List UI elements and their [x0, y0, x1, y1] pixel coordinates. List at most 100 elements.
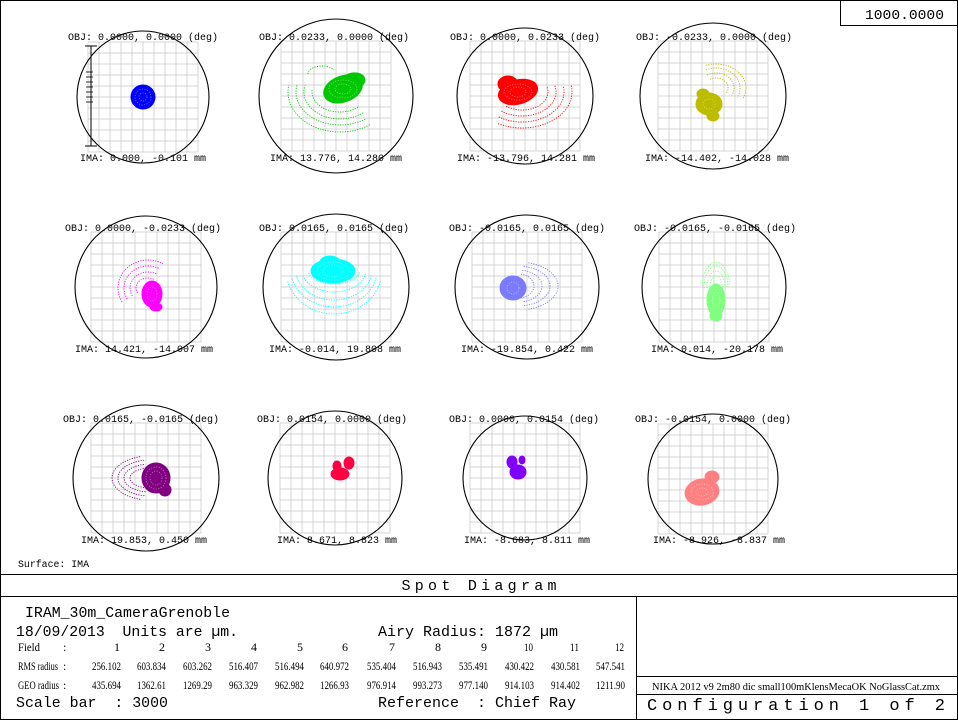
date-units: 18/09/2013 Units are µm. — [16, 624, 238, 641]
spot-core-field-7 — [499, 275, 527, 301]
spot-ray-arc-field-6 — [302, 273, 366, 293]
table-row-label: RMS radius — [18, 659, 58, 673]
spot-panel-field-8: OBJ: -0.0165, -0.0165 (deg) IMA: 0.014, -… — [634, 214, 796, 360]
spot-core-field-6 — [319, 255, 341, 269]
surface-label: Surface: IMA — [18, 559, 89, 571]
obj-field-label: OBJ: -0.0154, 0.0000 (deg) — [635, 414, 791, 426]
table-cell: 976.914 — [367, 678, 396, 692]
obj-field-label: OBJ: -0.0165, -0.0165 (deg) — [634, 223, 796, 235]
table-cell: 547.541 — [596, 659, 625, 673]
obj-field-label: OBJ: 0.0000, -0.0233 (deg) — [65, 223, 221, 235]
spot-ray-arc-field-5 — [135, 277, 155, 294]
table-row-separator: : — [63, 640, 66, 654]
table-cell: 1 — [114, 640, 120, 654]
spot-grid — [469, 422, 581, 534]
airy-radius: Airy Radius: 1872 µm — [378, 624, 558, 641]
rms-radius-row: RMS radius: 256.102 603.834 603.262 516.407 5… — [18, 659, 625, 673]
table-cell: 11 — [570, 640, 579, 654]
table-cell: 516.407 — [229, 659, 258, 673]
obj-field-label: OBJ: -0.0165, 0.0165 (deg) — [449, 223, 605, 235]
chart-title: Spot Diagram — [402, 578, 557, 595]
obj-field-label: OBJ: 0.0000, 0.0000 (deg) — [68, 32, 218, 44]
ima-position-label: IMA: 13.776, 14.280 mm — [270, 154, 402, 165]
spot-ray-arc-field-2 — [311, 89, 359, 113]
spot-ray-arc-field-4 — [709, 77, 729, 94]
table-cell: 603.262 — [183, 659, 212, 673]
airy-disk-circle — [72, 404, 220, 552]
table-cell: 516.943 — [413, 659, 442, 673]
spot-panel-field-4: OBJ: -0.0233, 0.0000 (deg) IMA: -14.402, … — [636, 22, 792, 170]
table-cell: 12 — [615, 640, 624, 654]
spot-texture-field-2 — [328, 79, 358, 99]
spot-ray-arc-field-6 — [291, 277, 377, 308]
spot-panel-field-6: OBJ: 0.0165, 0.0165 (deg) IMA: -0.014, 19… — [259, 213, 410, 361]
spot-core-field-12 — [684, 478, 720, 506]
spot-core-field-5 — [149, 302, 163, 312]
spot-panel-field-9: OBJ: 0.0165, -0.0165 (deg) IMA: 19.853, 0… — [63, 404, 220, 552]
airy-disk-circle — [641, 214, 787, 360]
ima-position-label: IMA: -19.854, 0.422 mm — [461, 345, 593, 356]
table-cell: 430.581 — [551, 659, 580, 673]
geo-radius-row: GEO radius: 435.694 1362.61 1269.29 963.329 9… — [18, 678, 625, 692]
ima-position-label: IMA: -13.796, 14.281 mm — [457, 154, 595, 165]
spot-panel-field-12: OBJ: -0.0154, 0.0000 (deg) IMA: -8.926, -… — [635, 413, 791, 547]
spot-grid — [90, 422, 202, 534]
ima-position-label: IMA: -8.926, -8.837 mm — [653, 536, 785, 547]
spot-core-field-11 — [506, 455, 518, 469]
table-cell: 640.972 — [320, 659, 349, 673]
table-cell: 7 — [389, 640, 395, 654]
configuration-label: Configuration 1 of 2 — [647, 697, 945, 716]
spot-ray-arc-field-3 — [505, 87, 549, 111]
table-cell: 914.103 — [505, 678, 534, 692]
spot-ray-arc-field-6 — [287, 281, 381, 315]
reference-label: Reference : Chief Ray — [378, 695, 576, 712]
airy-disk-circle — [267, 410, 403, 546]
table-cell: 256.102 — [92, 659, 121, 673]
spot-ray-arc-field-9 — [129, 467, 147, 489]
obj-field-label: OBJ: 0.0154, 0.0000 (deg) — [257, 414, 407, 426]
spot-texture-field-7 — [506, 281, 520, 295]
spot-ray-arc-field-7 — [522, 269, 543, 303]
spot-ray-arc-field-8 — [709, 275, 723, 288]
airy-disk-circle — [647, 413, 779, 545]
table-cell: 8 — [435, 640, 441, 654]
spot-ray-arc-field-7 — [528, 262, 559, 310]
airy-disk-circle — [76, 30, 210, 164]
spot-core-field-9 — [158, 483, 172, 497]
obj-field-label: OBJ: 0.0165, -0.0165 (deg) — [63, 414, 219, 426]
table-row-label: GEO radius — [18, 678, 59, 692]
spot-ray-arc-field-6 — [308, 272, 361, 285]
value-box: 1000.0000 — [840, 0, 958, 26]
table-row-label: Field — [18, 640, 40, 654]
spot-ray-arc-field-8 — [703, 265, 729, 288]
spot-grid — [280, 231, 392, 343]
scale-bar — [85, 45, 97, 147]
obj-field-label: OBJ: 0.0000, 0.0233 (deg) — [450, 32, 600, 44]
spot-core-field-10 — [332, 460, 342, 472]
spot-ray-arc-field-2 — [307, 65, 335, 74]
spot-panel-field-5: OBJ: 0.0000, -0.0233 (deg) IMA: 14.421, -… — [65, 215, 221, 359]
spot-texture-field-12 — [690, 483, 714, 501]
spot-texture-field-4 — [702, 98, 716, 110]
lens-file-name: NIKA 2012 v9 2m80 dic small100mKlensMeca… — [652, 681, 940, 693]
spot-texture-field-5 — [146, 286, 158, 302]
spot-core-field-1 — [130, 84, 156, 110]
ima-position-label: IMA: -0.014, 19.808 mm — [269, 345, 401, 356]
spot-core-field-4 — [706, 110, 720, 122]
value-box-text: 1000.0000 — [865, 8, 944, 24]
spot-core-field-12 — [704, 470, 720, 484]
table-cell: 4 — [251, 640, 257, 654]
table-cell: 1269.29 — [183, 678, 212, 692]
table-cell: 603.834 — [137, 659, 166, 673]
table-cell: 962.982 — [275, 678, 304, 692]
spot-ray-arc-field-3 — [500, 85, 557, 117]
spot-texture-field-3 — [503, 83, 533, 101]
spot-ray-arc-field-2 — [295, 84, 366, 126]
ima-position-label: IMA: -8.683, 8.811 mm — [464, 536, 590, 547]
spot-texture-field-8 — [711, 291, 721, 309]
spot-texture-field-9 — [149, 470, 163, 486]
table-cell: 3 — [205, 640, 211, 654]
spot-core-field-8 — [709, 310, 723, 322]
